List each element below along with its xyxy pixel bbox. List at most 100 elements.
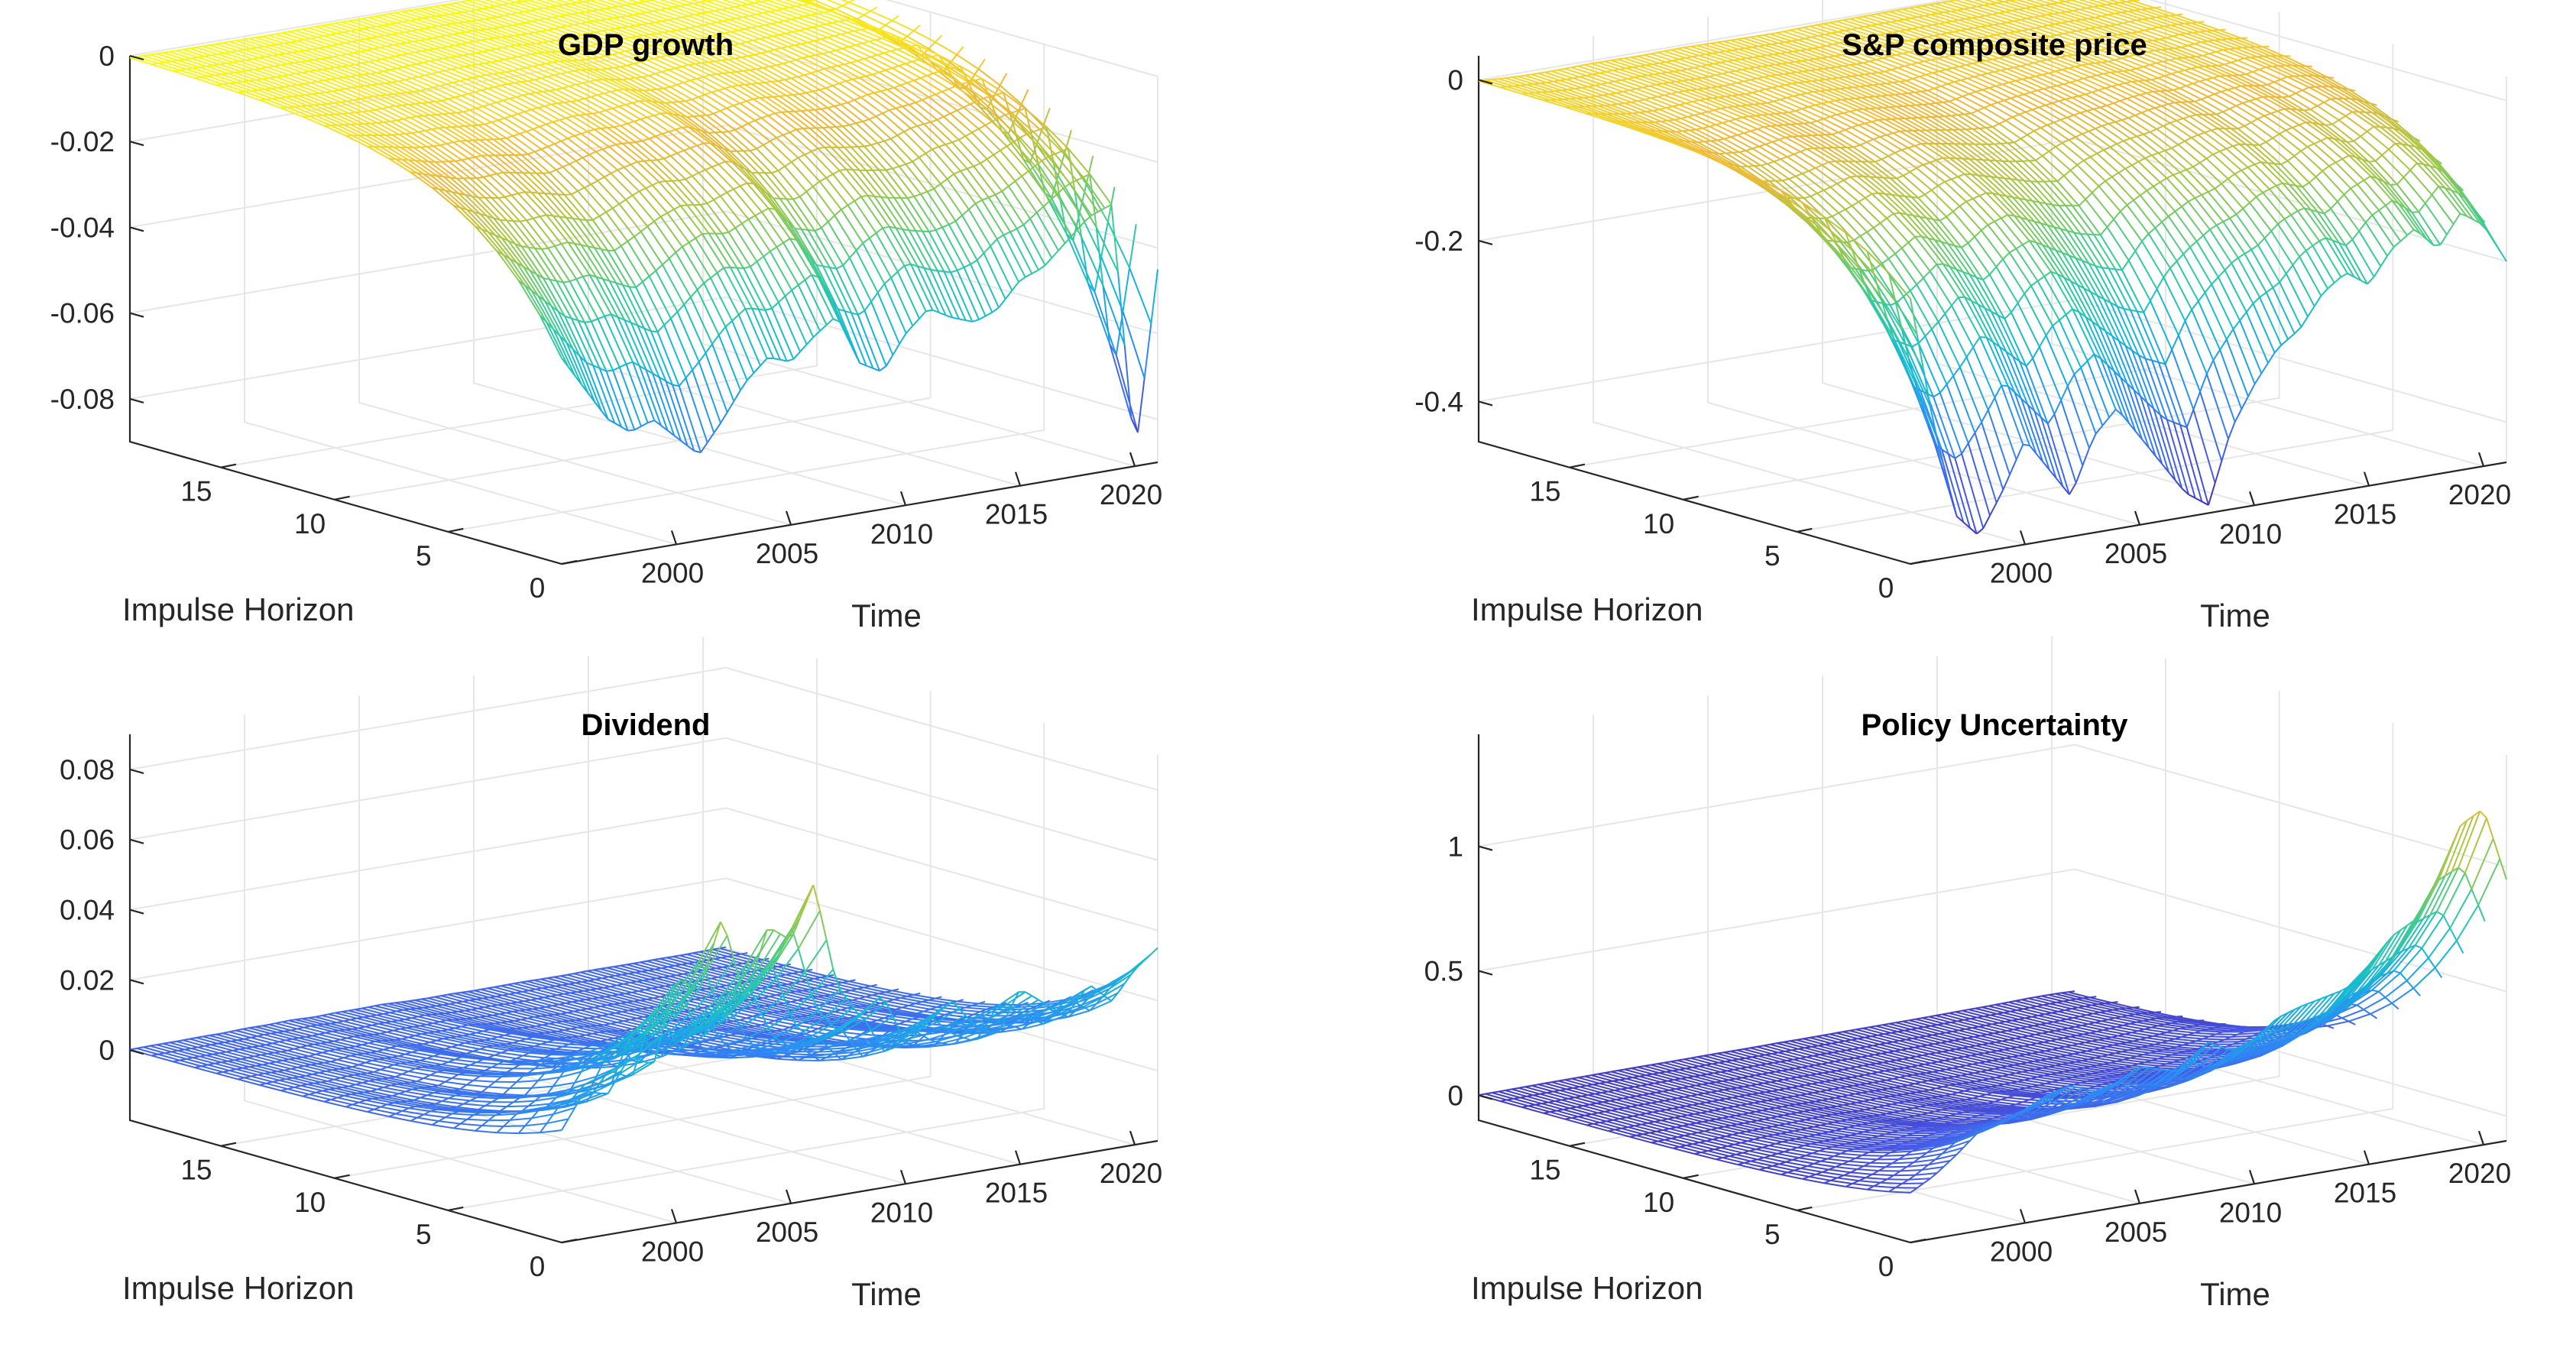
surface-mesh-line <box>721 0 742 7</box>
surface-mesh-line <box>864 301 872 312</box>
surface-mesh-line <box>819 177 827 183</box>
surface-mesh-line <box>323 125 346 137</box>
surface-mesh-line <box>212 64 235 73</box>
surface-mesh-line <box>999 73 1008 86</box>
surface-mesh-line <box>227 73 250 82</box>
surface-mesh-line <box>567 71 590 83</box>
surface-mesh-line <box>358 39 381 49</box>
surface-mesh-line <box>770 172 794 200</box>
surface-mesh-line <box>533 31 556 41</box>
surface-mesh-line <box>498 196 505 199</box>
surface-mesh-line <box>1923 15 1946 24</box>
surface-mesh-line <box>520 34 543 44</box>
surface-mesh-line <box>394 55 417 65</box>
surface-mesh-line <box>282 75 305 85</box>
surface-mesh-line <box>1970 7 1993 15</box>
surface-mesh-line <box>292 96 315 106</box>
surface-mesh-line <box>1985 15 2007 24</box>
surface-mesh-line <box>936 115 945 121</box>
surface-mesh-line <box>229 83 251 92</box>
surface-mesh-line <box>804 15 827 25</box>
surface-mesh-line <box>288 74 311 84</box>
surface-mesh-line <box>769 251 792 291</box>
surface-mesh-line <box>841 209 864 244</box>
surface-mesh-line <box>961 215 985 254</box>
surface-mesh-line <box>974 77 983 82</box>
surface-mesh-line <box>474 40 497 50</box>
surface-mesh-line <box>915 99 923 104</box>
surface-mesh-line <box>996 234 1004 240</box>
surface-mesh-line <box>685 369 693 379</box>
surface-mesh-line <box>915 230 938 271</box>
surface-mesh-line <box>993 154 1016 182</box>
surface-mesh-line <box>604 8 627 17</box>
surface-mesh-line <box>797 154 805 159</box>
surface-mesh-line <box>575 160 598 182</box>
surface-mesh-line <box>421 8 443 16</box>
surface-mesh-line <box>1058 242 1066 251</box>
grid-line <box>358 16 792 526</box>
surface-mesh-line <box>767 0 790 8</box>
surface-mesh-line <box>847 102 870 121</box>
surface-mesh-line <box>302 71 325 82</box>
surface-mesh-line <box>389 23 412 32</box>
surface-mesh-line <box>293 62 316 72</box>
surface-mesh-line <box>598 57 621 68</box>
surface-mesh-line <box>374 109 398 121</box>
surface-mesh-line <box>646 59 669 71</box>
surface-mesh-line <box>863 10 871 16</box>
surface-mesh-line <box>433 37 455 47</box>
surface-mesh-line <box>777 165 786 172</box>
surface-mesh-line <box>501 36 523 46</box>
surface-mesh-line <box>799 190 807 198</box>
x-tick-label: 2010 <box>870 518 933 549</box>
surface-mesh-line <box>618 105 641 120</box>
surface-mesh-line <box>265 56 288 65</box>
surface-mesh-line <box>439 85 462 97</box>
surface-mesh-line <box>1011 281 1019 291</box>
surface-mesh-line <box>305 94 328 105</box>
y-tick-label: 0 <box>530 572 546 604</box>
surface-mesh-line <box>1800 93 1823 105</box>
surface-mesh-line <box>376 72 399 83</box>
surface-mesh-line <box>373 96 396 107</box>
surface-mesh-line <box>666 54 689 66</box>
surface-mesh-line <box>692 172 699 177</box>
surface-mesh-line <box>913 77 921 82</box>
surface-mesh-line <box>679 5 702 15</box>
surface-mesh-line <box>724 320 733 328</box>
surface-mesh-line <box>1939 70 1962 81</box>
surface-mesh-line <box>633 118 641 122</box>
x-tick <box>1129 452 1136 467</box>
surface-mesh-line <box>1902 8 1925 17</box>
surface-mesh-line <box>308 27 331 36</box>
surface-mesh-line <box>532 65 555 76</box>
surface-mesh-line <box>618 199 627 205</box>
surface-mesh-line <box>652 181 659 186</box>
surface-mesh-line <box>713 423 721 434</box>
surface-mesh-line <box>1029 218 1053 258</box>
surface-mesh-line <box>488 87 510 99</box>
surface-mesh-line <box>817 68 825 72</box>
surface-mesh-line <box>442 113 465 127</box>
surface-mesh-line <box>2051 3 2074 12</box>
surface-mesh-line <box>580 133 604 151</box>
surface-mesh-line <box>1143 323 1152 378</box>
surface-mesh-line <box>634 24 657 34</box>
surface-mesh-line <box>773 197 796 229</box>
surface-mesh-line <box>527 151 536 155</box>
surface-mesh-line <box>1679 104 1702 115</box>
surface-mesh-line <box>799 344 808 353</box>
surface-mesh-line <box>230 50 253 60</box>
surface-mesh-line <box>547 143 556 147</box>
surface-mesh-line <box>627 0 639 4</box>
surface-mesh-line <box>1664 94 1687 105</box>
surface-mesh-line <box>522 44 545 53</box>
surface-mesh-line <box>862 118 870 122</box>
surface-mesh-line <box>640 61 663 73</box>
surface-mesh-line <box>703 282 727 328</box>
surface-mesh-line <box>387 94 410 105</box>
surface-mesh-line <box>882 225 890 229</box>
surface-mesh-line <box>605 109 628 125</box>
surface-mesh-line <box>898 65 922 79</box>
